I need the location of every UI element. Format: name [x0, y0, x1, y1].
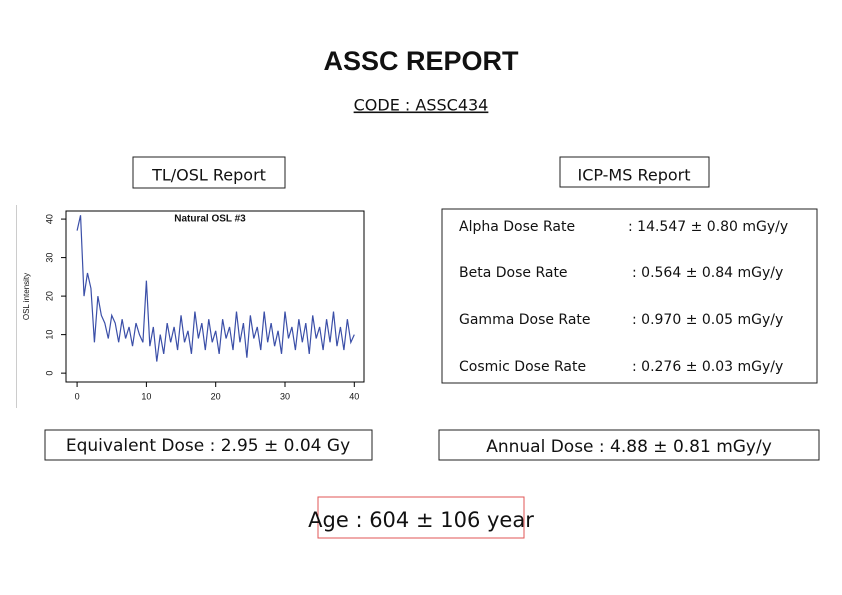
- dose-rate-label: Alpha Dose Rate: [459, 219, 575, 235]
- y-tick-label: 20: [44, 291, 54, 301]
- section-heading: ICP-MS Report: [577, 166, 690, 185]
- dose-rate-value: : 0.276 ± 0.03 mGy/y: [632, 359, 783, 375]
- report-title: ASSC REPORT: [323, 46, 519, 76]
- chart-title: Natural OSL #3: [174, 214, 246, 225]
- equivalent-dose: Equivalent Dose : 2.95 ± 0.04 Gy: [66, 436, 350, 456]
- osl-line: [76, 215, 355, 362]
- y-tick-label: 30: [44, 253, 54, 263]
- age: Age : 604 ± 106 year: [308, 508, 534, 532]
- age-box: [317, 496, 525, 539]
- y-tick-label: 10: [44, 330, 54, 340]
- dose-rate-label: Gamma Dose Rate: [459, 312, 591, 328]
- heading-box: [132, 156, 286, 189]
- report-code: CODE : ASSC434: [354, 96, 489, 115]
- dose-rate-value: : 14.547 ± 0.80 mGy/y: [628, 219, 788, 235]
- dose-rate-box: [441, 208, 818, 384]
- x-tick-label: 40: [349, 391, 359, 401]
- dose-rate-label: Beta Dose Rate: [459, 265, 568, 281]
- equivalent-dose-box: [44, 429, 373, 461]
- dose-rate-value: : 0.970 ± 0.05 mGy/y: [632, 312, 783, 328]
- x-tick-label: 0: [75, 391, 80, 401]
- x-tick-label: 30: [280, 391, 290, 401]
- section-heading: TL/OSL Report: [151, 166, 266, 185]
- heading-box: [559, 156, 710, 188]
- dose-rate-value: : 0.564 ± 0.84 mGy/y: [632, 265, 783, 281]
- y-tick-label: 40: [44, 214, 54, 224]
- dose-rate-label: Cosmic Dose Rate: [459, 359, 586, 375]
- annual-dose: Annual Dose : 4.88 ± 0.81 mGy/y: [486, 437, 772, 457]
- x-tick-label: 10: [141, 391, 151, 401]
- annual-dose-box: [438, 429, 820, 461]
- y-tick-label: 0: [44, 371, 54, 376]
- x-tick-label: 20: [211, 391, 221, 401]
- y-axis-label: OSL intensity: [22, 273, 31, 320]
- plot-frame: [65, 210, 365, 383]
